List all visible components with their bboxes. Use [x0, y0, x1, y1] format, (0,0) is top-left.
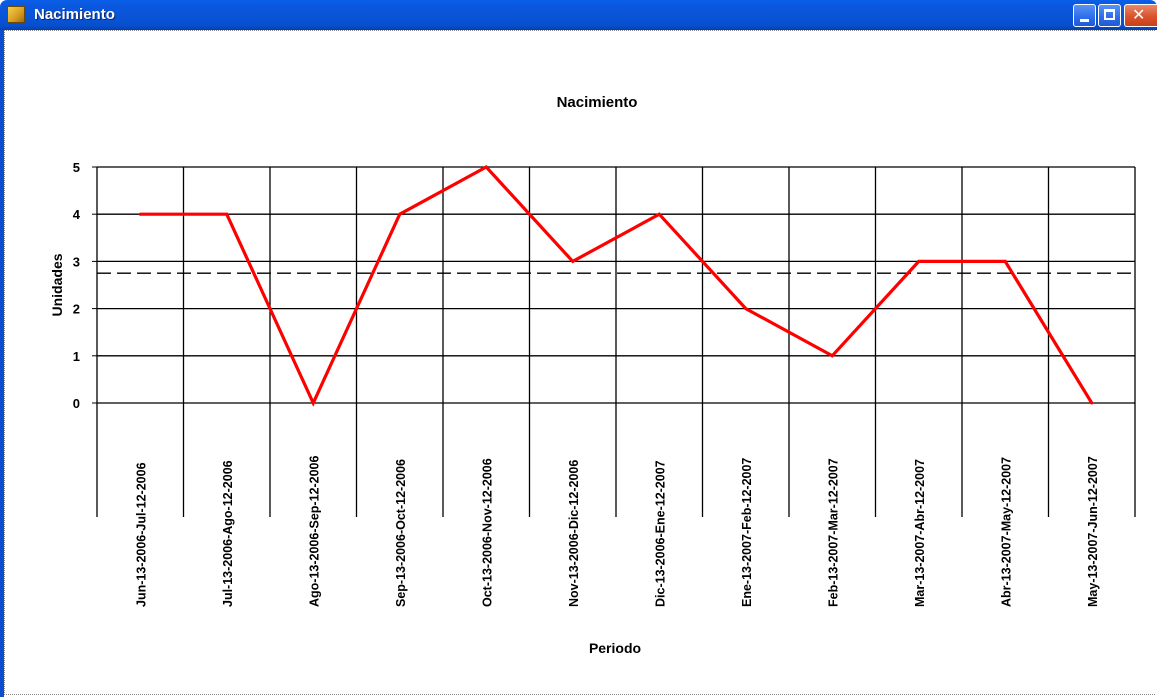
window-title: Nacimiento	[34, 6, 115, 23]
y-tick-label: 0	[73, 396, 80, 411]
y-tick-label: 1	[73, 349, 80, 364]
x-tick-label: Nov-13-2006-Dic-12-2006	[567, 460, 581, 607]
y-tick-label: 4	[73, 207, 81, 222]
x-tick-label: Jun-13-2006-Jul-12-2006	[134, 462, 148, 607]
y-axis-label: Unidades	[49, 253, 65, 316]
y-tick-label: 3	[73, 254, 80, 269]
x-axis-label: Periodo	[589, 640, 641, 656]
minimize-icon	[1080, 19, 1089, 22]
x-tick-label: Ago-13-2006-Sep-12-2006	[307, 455, 321, 607]
data-point	[484, 165, 488, 169]
chart-frame	[4, 30, 1155, 695]
y-tick-label: 5	[73, 160, 80, 175]
x-tick-label: May-13-2007-Jun-12-2007	[1086, 456, 1100, 607]
x-tick-label: Dic-13-2006-Ene-12-2007	[653, 460, 667, 607]
maximize-button[interactable]	[1098, 4, 1121, 27]
data-point	[225, 212, 229, 216]
data-point	[1090, 401, 1094, 405]
data-point	[830, 354, 834, 358]
app-chart-icon	[7, 6, 25, 23]
data-point	[744, 307, 748, 311]
data-point	[657, 212, 661, 216]
data-point	[138, 212, 142, 216]
x-tick-label: Jul-13-2006-Ago-12-2006	[221, 460, 235, 607]
x-tick-label: Abr-13-2007-May-12-2007	[999, 457, 1013, 607]
close-button[interactable]: ✕	[1124, 4, 1157, 27]
minimize-button[interactable]	[1073, 4, 1096, 27]
maximize-icon	[1104, 9, 1115, 20]
close-icon: ✕	[1132, 7, 1146, 24]
window-titlebar[interactable]: Nacimiento ✕	[0, 0, 1157, 30]
data-point	[311, 401, 315, 405]
data-point	[917, 259, 921, 263]
x-tick-label: Sep-13-2006-Oct-12-2006	[394, 459, 408, 607]
x-tick-label: Ene-13-2007-Feb-12-2007	[740, 458, 754, 607]
data-point	[571, 259, 575, 263]
chart-title: Nacimiento	[557, 94, 638, 111]
x-tick-label: Mar-13-2007-Abr-12-2007	[913, 459, 927, 607]
window-client-area	[0, 30, 1157, 697]
series-line	[140, 164, 1094, 407]
y-tick-label: 2	[73, 302, 80, 317]
data-point	[398, 212, 402, 216]
data-point	[1003, 259, 1007, 263]
x-tick-label: Oct-13-2006-Nov-12-2006	[480, 458, 494, 607]
x-tick-label: Feb-13-2007-Mar-12-2007	[826, 458, 840, 607]
